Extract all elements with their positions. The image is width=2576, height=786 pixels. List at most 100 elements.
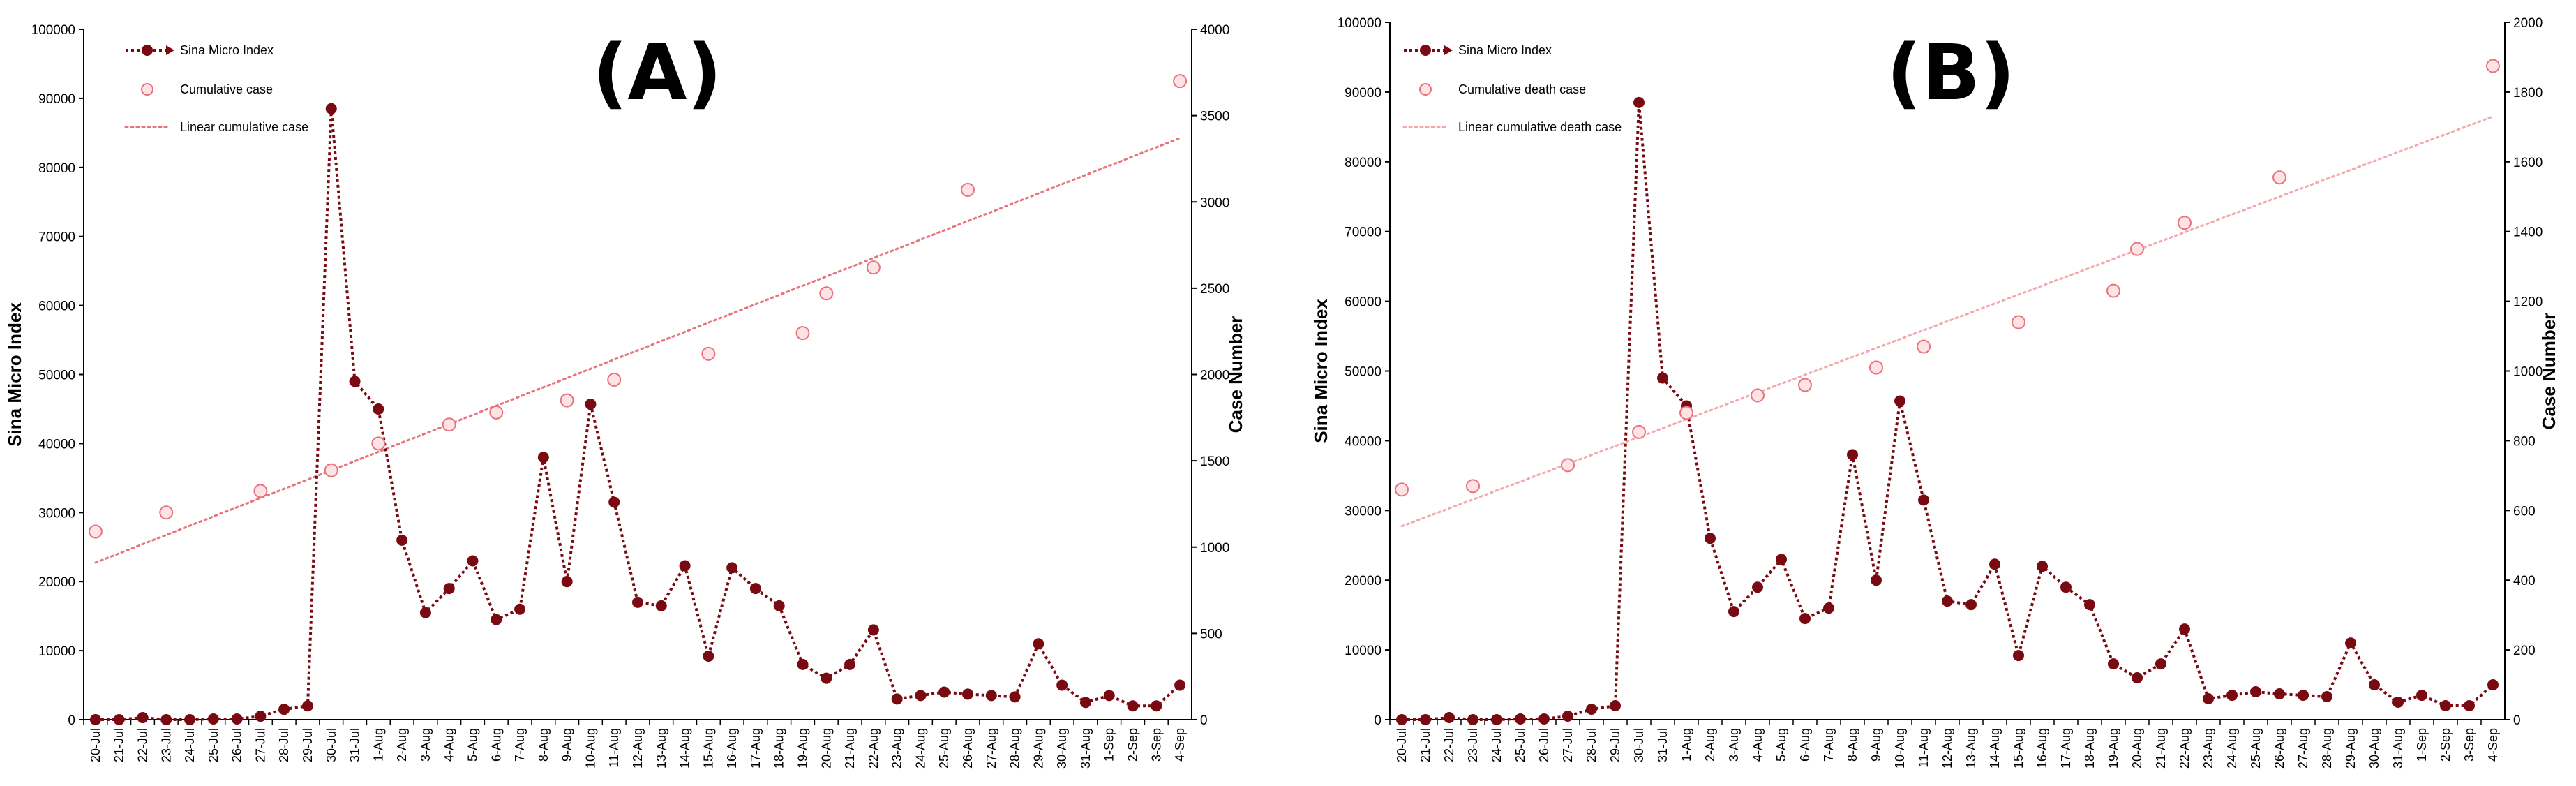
x-tick-label: 7-Aug bbox=[513, 728, 527, 762]
x-tick-label: 28-Jul bbox=[277, 728, 291, 762]
x-tick-label: 27-Aug bbox=[2296, 728, 2310, 769]
x-tick-label: 2-Aug bbox=[395, 728, 409, 762]
index-point bbox=[349, 376, 361, 387]
x-tick-label: 4-Aug bbox=[1751, 728, 1765, 762]
y-tick-label-right: 1500 bbox=[1200, 454, 1229, 469]
x-tick-label: 17-Aug bbox=[749, 728, 763, 769]
index-point bbox=[113, 714, 125, 725]
index-point bbox=[278, 704, 290, 715]
x-tick-label: 1-Aug bbox=[1679, 728, 1693, 762]
x-tick-label: 23-Jul bbox=[1466, 728, 1480, 762]
index-point bbox=[1610, 700, 1621, 712]
x-tick-label: 10-Aug bbox=[1893, 728, 1907, 769]
index-point bbox=[749, 583, 761, 595]
y-tick-label-left: 50000 bbox=[1345, 365, 1381, 380]
index-point bbox=[2132, 672, 2143, 684]
index-point bbox=[1705, 533, 1716, 544]
y-tick-label-left: 10000 bbox=[1345, 644, 1381, 658]
y-tick-label-right: 2500 bbox=[1200, 282, 1229, 297]
x-tick-label: 9-Aug bbox=[560, 728, 574, 762]
y-tick-label-right: 800 bbox=[2513, 434, 2536, 449]
x-tick-label: 27-Jul bbox=[1561, 728, 1575, 762]
cumulative-point bbox=[2486, 59, 2500, 73]
legend-swatch-arrow bbox=[1444, 45, 1453, 55]
index-point bbox=[2464, 700, 2475, 712]
y-tick-label-left: 40000 bbox=[38, 437, 75, 452]
index-point bbox=[608, 496, 620, 508]
index-point bbox=[844, 658, 856, 670]
x-tick-label: 5-Aug bbox=[465, 728, 479, 762]
index-point bbox=[1586, 704, 1597, 715]
cumulative-point bbox=[1561, 458, 1575, 473]
index-point bbox=[2013, 650, 2024, 662]
cumulative-point bbox=[819, 286, 834, 301]
index-point bbox=[491, 614, 502, 625]
index-point bbox=[373, 403, 384, 415]
index-point bbox=[1127, 700, 1139, 712]
y-tick-label-left: 20000 bbox=[38, 575, 75, 590]
index-point bbox=[985, 690, 997, 702]
y-tick-label-right: 1400 bbox=[2513, 225, 2543, 240]
y-tick-label-right: 1000 bbox=[1200, 541, 1229, 556]
x-tick-label: 14-Aug bbox=[678, 728, 692, 769]
y-tick-label-left: 10000 bbox=[38, 644, 75, 659]
x-tick-label: 22-Jul bbox=[135, 728, 149, 762]
cumulative-point bbox=[489, 405, 504, 420]
index-point bbox=[2155, 658, 2166, 670]
x-tick-label: 3-Aug bbox=[1727, 728, 1741, 762]
index-point bbox=[207, 713, 219, 725]
y-tick-label-left: 90000 bbox=[1345, 86, 1381, 101]
cumulative-point bbox=[88, 524, 103, 539]
index-point bbox=[2416, 690, 2427, 702]
y-tick-label-left: 50000 bbox=[38, 369, 75, 383]
index-point bbox=[1103, 690, 1115, 702]
index-point bbox=[325, 103, 337, 114]
index-point bbox=[1918, 494, 1929, 506]
index-point bbox=[1491, 714, 1502, 725]
index-point bbox=[821, 672, 832, 684]
index-point bbox=[419, 607, 431, 618]
y-tick-label-right: 3500 bbox=[1200, 110, 1229, 124]
index-point bbox=[891, 693, 903, 705]
x-tick-label: 2-Sep bbox=[1126, 728, 1140, 762]
x-tick-label: 24-Jul bbox=[183, 728, 197, 762]
y-tick-label-right: 2000 bbox=[1200, 369, 1229, 383]
y-tick-label-right: 600 bbox=[2513, 504, 2536, 519]
x-tick-label: 23-Aug bbox=[890, 728, 904, 769]
index-point bbox=[2084, 599, 2095, 611]
x-tick-label: 5-Aug bbox=[1774, 728, 1788, 762]
x-tick-label: 4-Aug bbox=[442, 728, 456, 762]
index-point bbox=[2487, 679, 2499, 691]
y-tick-label-right: 2000 bbox=[2513, 16, 2543, 31]
cumulative-point bbox=[324, 463, 338, 477]
index-point bbox=[1151, 700, 1162, 712]
index-point bbox=[1871, 574, 1882, 586]
cumulative-point bbox=[1679, 406, 1693, 420]
index-point bbox=[1033, 638, 1044, 650]
x-tick-label: 26-Aug bbox=[961, 728, 975, 769]
x-tick-label: 31-Jul bbox=[348, 728, 362, 762]
index-point bbox=[137, 712, 149, 724]
index-point bbox=[160, 714, 172, 725]
index-point bbox=[2037, 561, 2048, 572]
x-tick-label: 2-Aug bbox=[1703, 728, 1717, 762]
x-tick-label: 25-Jul bbox=[207, 728, 220, 762]
x-tick-label: 1-Sep bbox=[1102, 728, 1116, 762]
cumulative-point bbox=[2130, 242, 2144, 256]
index-point bbox=[1562, 711, 1573, 722]
chart-panel-b: 0100002000030000400005000060000700008000… bbox=[1310, 16, 2559, 769]
x-tick-label: 14-Aug bbox=[1988, 728, 2002, 769]
index-point bbox=[1894, 395, 1905, 407]
x-tick-label: 30-Jul bbox=[1632, 728, 1646, 762]
x-tick-label: 30-Aug bbox=[1055, 728, 1069, 769]
x-tick-label: 24-Aug bbox=[913, 728, 927, 769]
y-tick-label-right: 0 bbox=[1200, 713, 1208, 728]
x-tick-label: 1-Sep bbox=[2415, 728, 2429, 762]
x-tick-label: 27-Aug bbox=[984, 728, 998, 769]
x-tick-label: 8-Aug bbox=[1845, 728, 1859, 762]
y-tick-label-right: 3000 bbox=[1200, 195, 1229, 210]
y-tick-label-right: 1200 bbox=[2513, 295, 2543, 310]
x-tick-label: 23-Jul bbox=[159, 728, 173, 762]
index-point bbox=[1989, 558, 2000, 570]
